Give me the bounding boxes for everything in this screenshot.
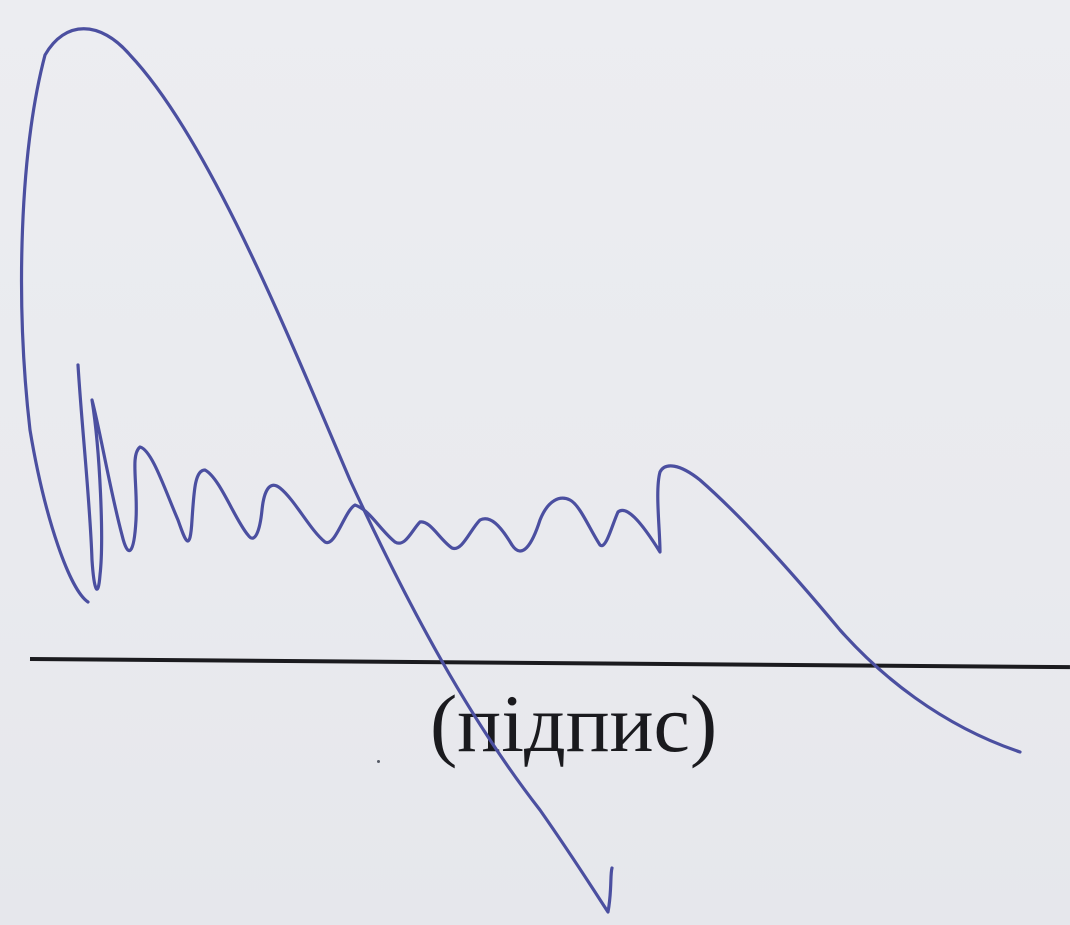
signature-stroke-wave [76, 363, 1022, 754]
paper-speck [377, 760, 380, 763]
signature-stroke-loop [20, 27, 614, 914]
